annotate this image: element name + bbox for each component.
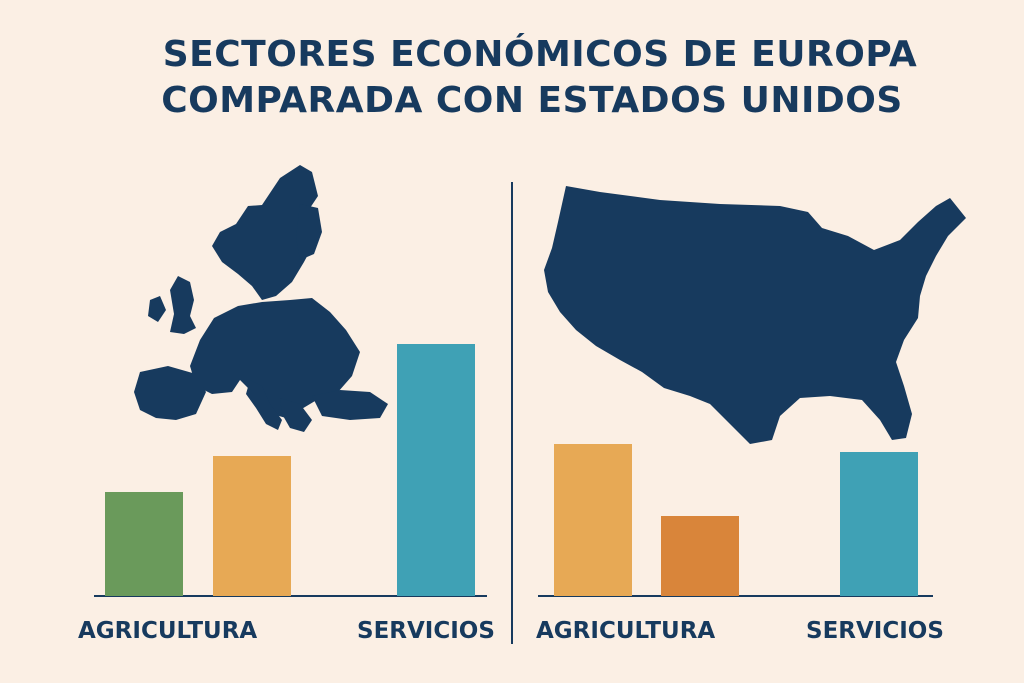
europe-label-servicios: SERVICIOS xyxy=(357,618,495,644)
europe-bar-middle xyxy=(213,456,291,596)
usa-map-icon xyxy=(544,186,966,444)
europe-bar-agricultura xyxy=(105,492,183,596)
chart-title: SECTORES ECONÓMICOS DE EUROPA COMPARADA … xyxy=(0,32,1024,124)
europe-bar-servicios xyxy=(397,344,475,596)
chart-title-line-1: SECTORES ECONÓMICOS DE EUROPA xyxy=(162,34,918,75)
usa-bar-middle xyxy=(661,516,739,596)
europe-label-agricultura: AGRICULTURA xyxy=(78,618,258,644)
usa-label-servicios: SERVICIOS xyxy=(806,618,944,644)
usa-bar-servicios xyxy=(840,452,918,596)
europe-map-icon xyxy=(134,165,388,432)
usa-label-agricultura: AGRICULTURA xyxy=(536,618,716,644)
chart-title-line-2: COMPARADA CON ESTADOS UNIDOS xyxy=(161,80,903,121)
usa-bar-agricultura xyxy=(554,444,632,596)
bars-layer xyxy=(105,344,918,596)
